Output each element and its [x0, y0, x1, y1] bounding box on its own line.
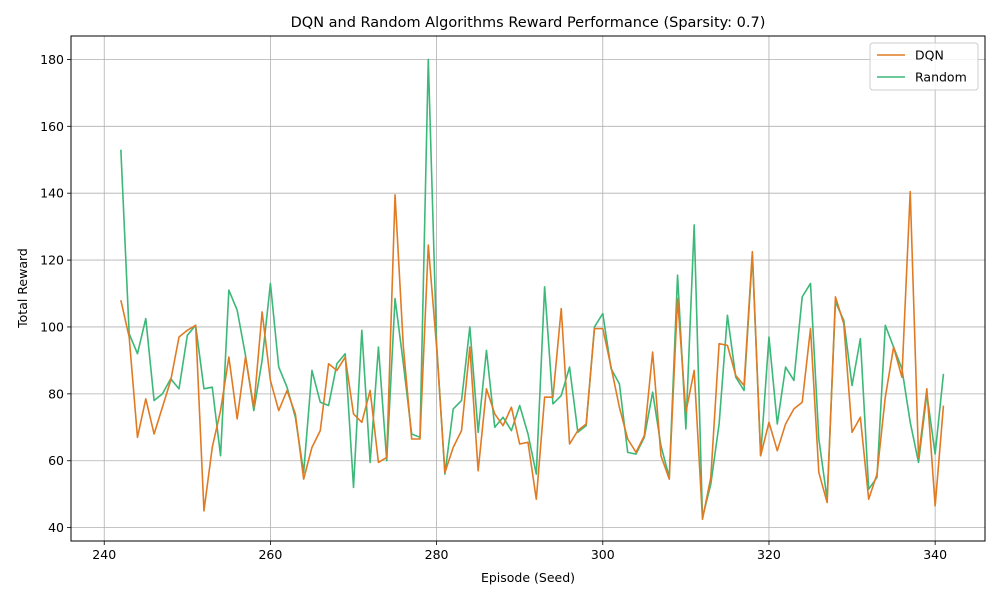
y-tick-label: 60	[48, 453, 64, 468]
x-axis-ticks: 240 260 280 300 320 340	[92, 541, 947, 562]
y-axis-ticks: 40 60 80 100 120 140 160 180	[40, 52, 71, 535]
series-lines	[120, 58, 945, 521]
legend: DQN Random	[869, 42, 979, 91]
y-tick-label: 40	[48, 520, 64, 535]
y-tick-label: 180	[40, 52, 64, 67]
x-tick-label: 340	[923, 547, 947, 562]
chart-title: DQN and Random Algorithms Reward Perform…	[291, 15, 766, 31]
x-tick-label: 240	[92, 547, 116, 562]
gridlines	[71, 36, 985, 541]
y-tick-label: 80	[48, 386, 64, 401]
y-tick-label: 120	[40, 253, 64, 268]
legend-label-dqn: DQN	[915, 48, 944, 63]
x-tick-label: 280	[425, 547, 449, 562]
x-tick-label: 260	[258, 547, 282, 562]
plot-frame	[70, 35, 986, 542]
x-tick-label: 300	[591, 547, 615, 562]
y-tick-label: 160	[40, 119, 64, 134]
y-tick-label: 100	[40, 319, 64, 334]
y-tick-label: 140	[40, 186, 64, 201]
series-line-random	[120, 58, 945, 519]
y-axis-label: Total Reward	[15, 248, 30, 329]
legend-label-random: Random	[915, 70, 967, 85]
x-tick-label: 320	[757, 547, 781, 562]
x-axis-label: Episode (Seed)	[481, 570, 575, 585]
series-line-dqn	[120, 190, 945, 521]
